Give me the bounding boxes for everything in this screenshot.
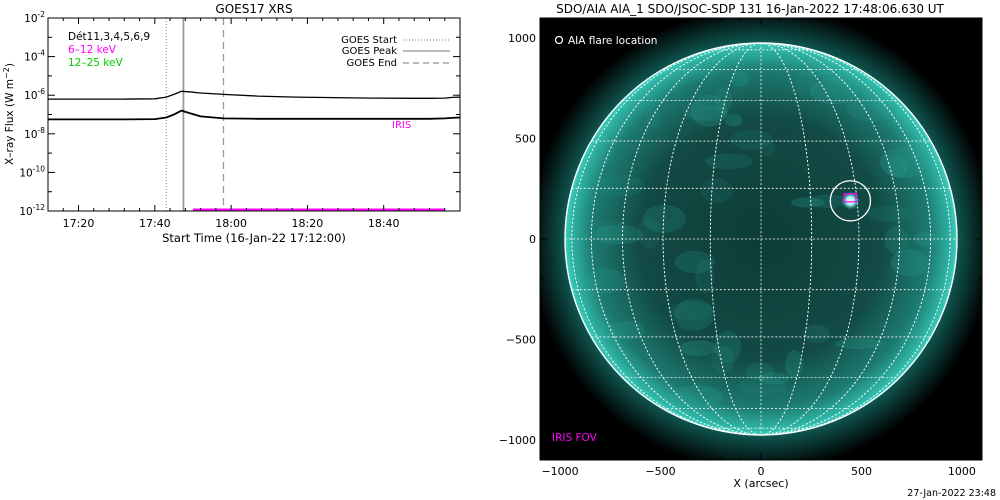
solar-active-patch — [745, 362, 775, 381]
flare-brightening — [841, 191, 860, 210]
solar-active-patch — [642, 204, 686, 233]
solar-active-patch — [700, 178, 734, 203]
goes-y-tick-label: 10-4 — [24, 49, 45, 64]
grid-longitude-line — [571, 42, 951, 436]
solar-active-patch — [738, 376, 787, 396]
goes-plot-area — [48, 18, 460, 211]
goes-x-tick-label: 17:20 — [63, 217, 95, 230]
aia-x-tick-label: 500 — [851, 465, 872, 478]
solar-limb — [564, 42, 958, 436]
solar-active-patch — [867, 205, 909, 222]
aia-axis-ticks: −1000 −500 0 500 1000 −1000 −500 0 500 1000 — [499, 17, 983, 478]
aia-chart-title: SDO/AIA AIA_1 SDO/JSOC-SDP 131 16-Jan-20… — [556, 2, 944, 16]
solar-active-patch — [637, 216, 661, 249]
aia-y-tick-label: 1000 — [508, 32, 536, 45]
aia-x-tick-label: −1000 — [541, 465, 578, 478]
aia-x-axis-label: X (arcsec) — [733, 477, 788, 490]
goes-y-axis-label: X–ray Flux (W m−2) — [2, 63, 16, 165]
solar-active-patch — [596, 218, 626, 247]
goes-y-tick-label: 10-8 — [24, 126, 45, 141]
solar-active-patch — [674, 250, 715, 274]
solar-active-patch — [593, 224, 643, 245]
solar-active-patch — [683, 105, 729, 121]
solar-active-patch — [808, 194, 848, 208]
goes-chart-title: GOES17 XRS — [215, 2, 292, 16]
legend-goes-start-label: GOES Start — [341, 35, 397, 46]
solar-active-patch — [795, 69, 816, 99]
grid-longitude-line — [590, 42, 932, 436]
solar-active-patch — [673, 298, 714, 331]
iris-fov-box — [843, 193, 857, 203]
flare-legend-symbol — [554, 35, 564, 45]
aia-x-tick-label: −500 — [645, 465, 675, 478]
band-legend-12-25: 12–25 keV — [68, 57, 123, 69]
solar-active-patch — [679, 340, 718, 356]
solar-active-patch — [704, 153, 753, 170]
solar-active-patch — [695, 259, 715, 294]
solar-active-patch — [670, 384, 723, 411]
aia-panel: SDO/AIA AIA_1 SDO/JSOC-SDP 131 16-Jan-20… — [499, 2, 983, 490]
band-legend-6-12: 6–12 keV — [68, 44, 117, 56]
aia-y-tick-label: −500 — [506, 333, 536, 346]
solar-active-patch — [714, 330, 742, 364]
solar-active-patch — [608, 321, 645, 340]
solar-active-patch — [725, 114, 743, 127]
legend-goes-end-label: GOES End — [347, 58, 397, 69]
solar-active-patch — [587, 268, 626, 294]
goes-x-tick-label: 18:00 — [215, 217, 247, 230]
solar-active-patch — [711, 346, 735, 374]
solar-active-patch — [759, 140, 776, 157]
solar-active-patch — [757, 372, 790, 385]
aia-image — [540, 18, 982, 460]
goes-event-legend: GOES Start GOES Peak GOES End — [341, 35, 450, 69]
solar-active-patch — [884, 226, 909, 255]
solar-active-patch — [887, 155, 909, 178]
detector-text: Dét11,3,4,5,6,9 — [68, 31, 150, 43]
goes-xrs-panel: GOES17 XRS 17:20 17:40 18:00 18:20 18:40 10-2… — [2, 2, 461, 245]
solar-active-patch — [890, 249, 929, 277]
solar-active-patch — [730, 70, 750, 88]
goes-x-axis-label: Start Time (16-Jan-22 17:12:00) — [162, 231, 346, 245]
goes-x-tick-label: 18:20 — [292, 217, 324, 230]
solar-active-patch — [809, 77, 859, 105]
solar-active-patch — [644, 97, 662, 130]
goes-flux-series-1 — [48, 90, 460, 100]
aia-x-tick-label: 1000 — [948, 465, 976, 478]
goes-y-tick-label: 10-12 — [19, 203, 45, 218]
solar-active-patch — [690, 94, 728, 127]
solar-active-patch — [714, 86, 733, 114]
goes-flux-series-2 — [48, 109, 460, 121]
aia-y-tick-label: 500 — [515, 133, 536, 146]
solar-active-patch — [730, 129, 773, 150]
footer-timestamp: 27-Jan-2022 23:48 — [907, 488, 996, 499]
solar-active-patch — [803, 324, 830, 344]
goes-x-tick-label: 17:40 — [139, 217, 171, 230]
flare-location-marker — [829, 180, 872, 222]
solar-active-patch — [879, 146, 929, 179]
goes-y-tick-label: 10-2 — [24, 10, 45, 25]
solar-active-patch — [790, 197, 825, 208]
iris-label: IRIS — [392, 120, 411, 131]
goes-y-tick-label: 10-6 — [24, 87, 45, 102]
legend-goes-peak-label: GOES Peak — [342, 46, 397, 57]
solar-active-patch — [668, 301, 715, 320]
solar-disk — [565, 43, 957, 435]
aia-y-tick-label: −1000 — [499, 434, 536, 447]
iris-fov-label: IRIS FOV — [552, 432, 598, 444]
goes-x-tick-label: 18:40 — [368, 217, 400, 230]
goes-y-tick-label: 10-10 — [19, 164, 45, 179]
solar-active-patch — [594, 174, 645, 197]
solar-active-patch — [834, 338, 883, 350]
goes-axis-ticks: 17:20 17:40 18:00 18:20 18:40 10-2 10-4 10-6 10-… — [19, 10, 461, 230]
flare-legend-label: AIA flare location — [568, 35, 657, 47]
aia-y-tick-label: 0 — [529, 233, 536, 246]
aia-x-tick-label: 0 — [758, 465, 765, 478]
